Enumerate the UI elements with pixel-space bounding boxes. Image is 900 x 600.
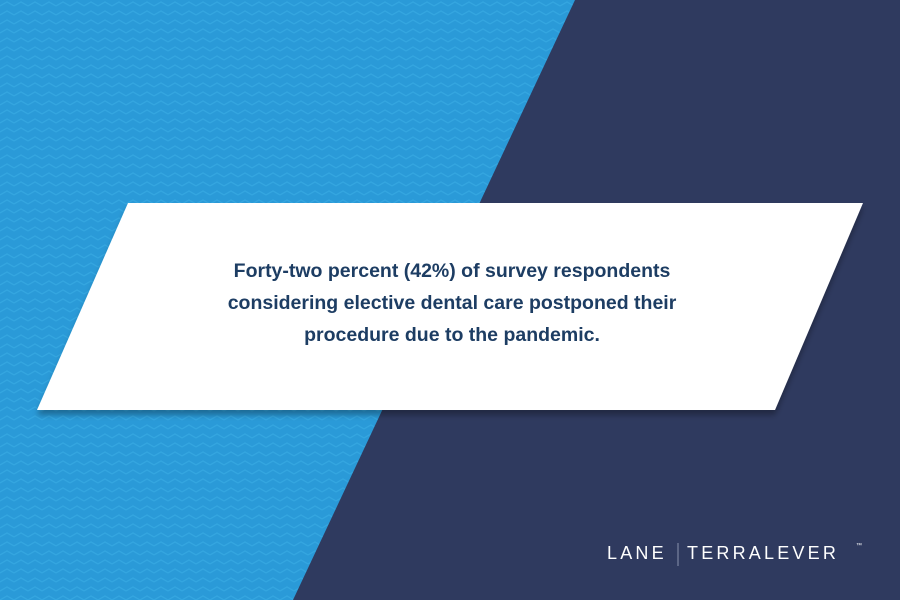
logo-right: TERRALEVER [687,543,839,563]
statement-line: procedure due to the pandemic. [304,324,600,346]
statement-line: Forty-two percent (42%) of survey respon… [234,260,671,282]
logo-trademark: ™ [856,542,862,549]
statement-card [37,203,863,410]
logo-left: LANE [607,543,667,563]
statement-line: considering elective dental care postpon… [228,292,677,314]
